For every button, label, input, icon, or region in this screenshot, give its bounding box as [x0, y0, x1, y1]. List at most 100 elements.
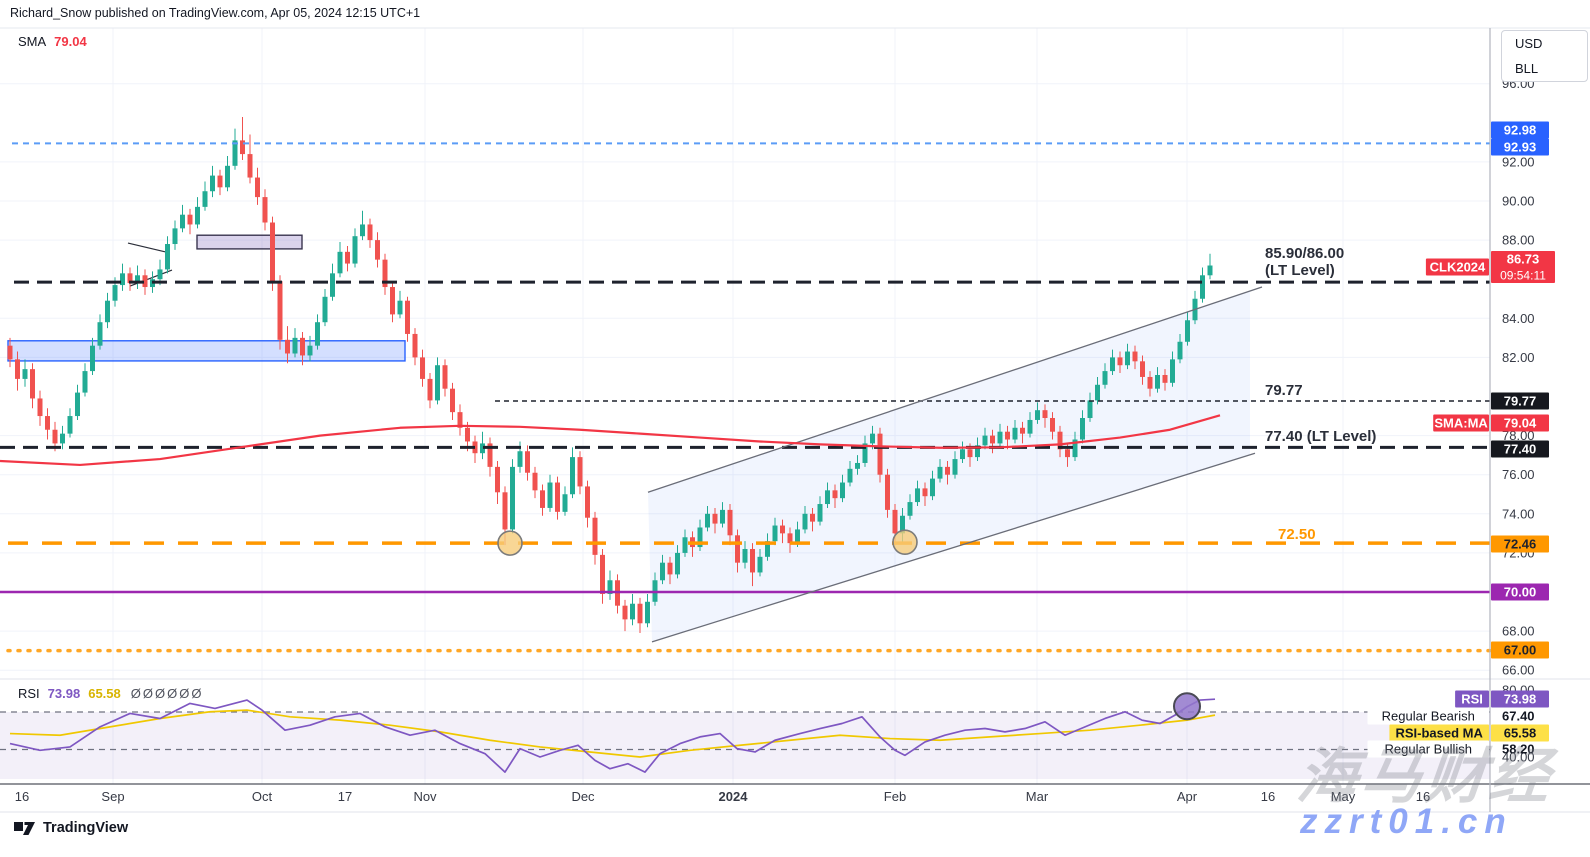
- hidden-value-toggle-icon[interactable]: Ø: [142, 686, 154, 701]
- candle: [195, 206, 200, 225]
- candle: [75, 392, 80, 417]
- candle: [900, 515, 905, 534]
- candle: [622, 605, 628, 620]
- axis-chip: [1367, 707, 1489, 725]
- candle: [540, 490, 545, 508]
- rsi-ma-line: [9, 709, 1216, 758]
- time-tick[interactable]: Feb: [884, 789, 906, 804]
- candle: [727, 509, 733, 536]
- candle: [285, 339, 290, 354]
- candle: [60, 433, 65, 444]
- price-badge: [1491, 690, 1549, 708]
- hidden-value-toggle-icon[interactable]: Ø: [167, 686, 178, 701]
- hidden-value-toggle-icon[interactable]: Ø: [191, 686, 202, 701]
- rsi-label: RSI: [18, 686, 40, 701]
- candle: [592, 517, 598, 555]
- candle: [270, 222, 275, 282]
- candle: [862, 443, 868, 463]
- annotation-text: 85.90/86.00: [1265, 245, 1344, 262]
- candle: [577, 457, 583, 487]
- candle: [450, 388, 455, 413]
- tradingview-footer[interactable]: TradingView: [14, 820, 128, 836]
- candle: [660, 562, 665, 581]
- candle: [352, 236, 358, 264]
- candle: [907, 502, 913, 516]
- candle: [1170, 359, 1175, 383]
- candle: [90, 345, 95, 372]
- axis-chip-label: Regular Bullish: [1385, 742, 1472, 757]
- candle: [945, 466, 950, 475]
- candle: [1057, 431, 1063, 450]
- time-tick[interactable]: Nov: [413, 789, 437, 804]
- trend-channel-upper-line: [647, 286, 1263, 493]
- candle: [600, 554, 605, 594]
- candle: [37, 398, 43, 417]
- candle: [330, 273, 335, 297]
- candle: [1072, 439, 1078, 458]
- axis-chip-label: SMA:MA: [1434, 416, 1488, 431]
- candle: [915, 488, 920, 503]
- candle: [1110, 357, 1115, 372]
- time-tick[interactable]: Dec: [571, 789, 595, 804]
- price-badge: [1491, 440, 1549, 458]
- candle: [1140, 361, 1145, 377]
- axis-chip-label: RSI-based MA: [1395, 726, 1483, 741]
- candle: [1185, 320, 1190, 342]
- candle: [390, 287, 395, 315]
- candle: [97, 322, 103, 346]
- candle: [45, 416, 50, 430]
- candle: [810, 513, 815, 522]
- time-tick[interactable]: Sep: [101, 789, 124, 804]
- time-tick[interactable]: 2024: [719, 789, 749, 804]
- candle: [315, 322, 320, 346]
- unit-option[interactable]: BLL: [1515, 61, 1539, 76]
- candle: [772, 525, 778, 542]
- price-badge: [1491, 724, 1549, 742]
- candle: [292, 337, 298, 354]
- candle: [367, 224, 373, 241]
- candle: [135, 275, 140, 284]
- price-tick: 82.00: [1502, 350, 1535, 365]
- rsi-value: 73.98: [47, 686, 81, 701]
- candle: [405, 300, 410, 334]
- candle: [667, 562, 673, 575]
- candle: [1177, 341, 1183, 360]
- time-tick[interactable]: Oct: [252, 789, 273, 804]
- hidden-value-toggle-icon[interactable]: Ø: [155, 686, 166, 701]
- time-tick[interactable]: May: [1331, 789, 1356, 804]
- hidden-value-toggle-icon[interactable]: Ø: [179, 686, 190, 701]
- price-scale-unit-menu[interactable]: USD BLL: [1501, 30, 1588, 82]
- sma-legend: SMA 79.04: [18, 34, 87, 49]
- candle: [570, 457, 575, 495]
- price-badge: [1491, 392, 1549, 410]
- candle: [817, 504, 823, 522]
- time-tick[interactable]: 16: [1261, 789, 1275, 804]
- candle: [877, 433, 883, 475]
- price-tick: 90.00: [1502, 194, 1535, 209]
- time-tick[interactable]: 16: [1416, 789, 1430, 804]
- candle: [757, 556, 763, 573]
- candle: [975, 445, 980, 458]
- candle: [1027, 419, 1033, 434]
- candle: [1087, 400, 1093, 419]
- currency-option[interactable]: USD: [1515, 36, 1543, 51]
- axis-chip: [1389, 724, 1489, 742]
- candle: [750, 548, 755, 573]
- publication-title: Richard_Snow published on TradingView.co…: [10, 6, 421, 20]
- time-tick[interactable]: Apr: [1177, 789, 1198, 804]
- price-badge: [1491, 641, 1549, 659]
- candle: [67, 416, 73, 434]
- price-badge: [1491, 121, 1549, 139]
- candle: [375, 240, 380, 260]
- candle: [420, 357, 425, 379]
- candle: [412, 333, 418, 358]
- time-tick[interactable]: Mar: [1026, 789, 1049, 804]
- hidden-value-toggle-icon[interactable]: Ø: [130, 686, 141, 701]
- time-tick[interactable]: 16: [15, 789, 29, 804]
- candle: [1065, 449, 1070, 458]
- candle: [217, 175, 223, 188]
- price-tick: 78.00: [1502, 428, 1535, 443]
- candle: [1005, 431, 1010, 440]
- time-tick[interactable]: 17: [338, 789, 352, 804]
